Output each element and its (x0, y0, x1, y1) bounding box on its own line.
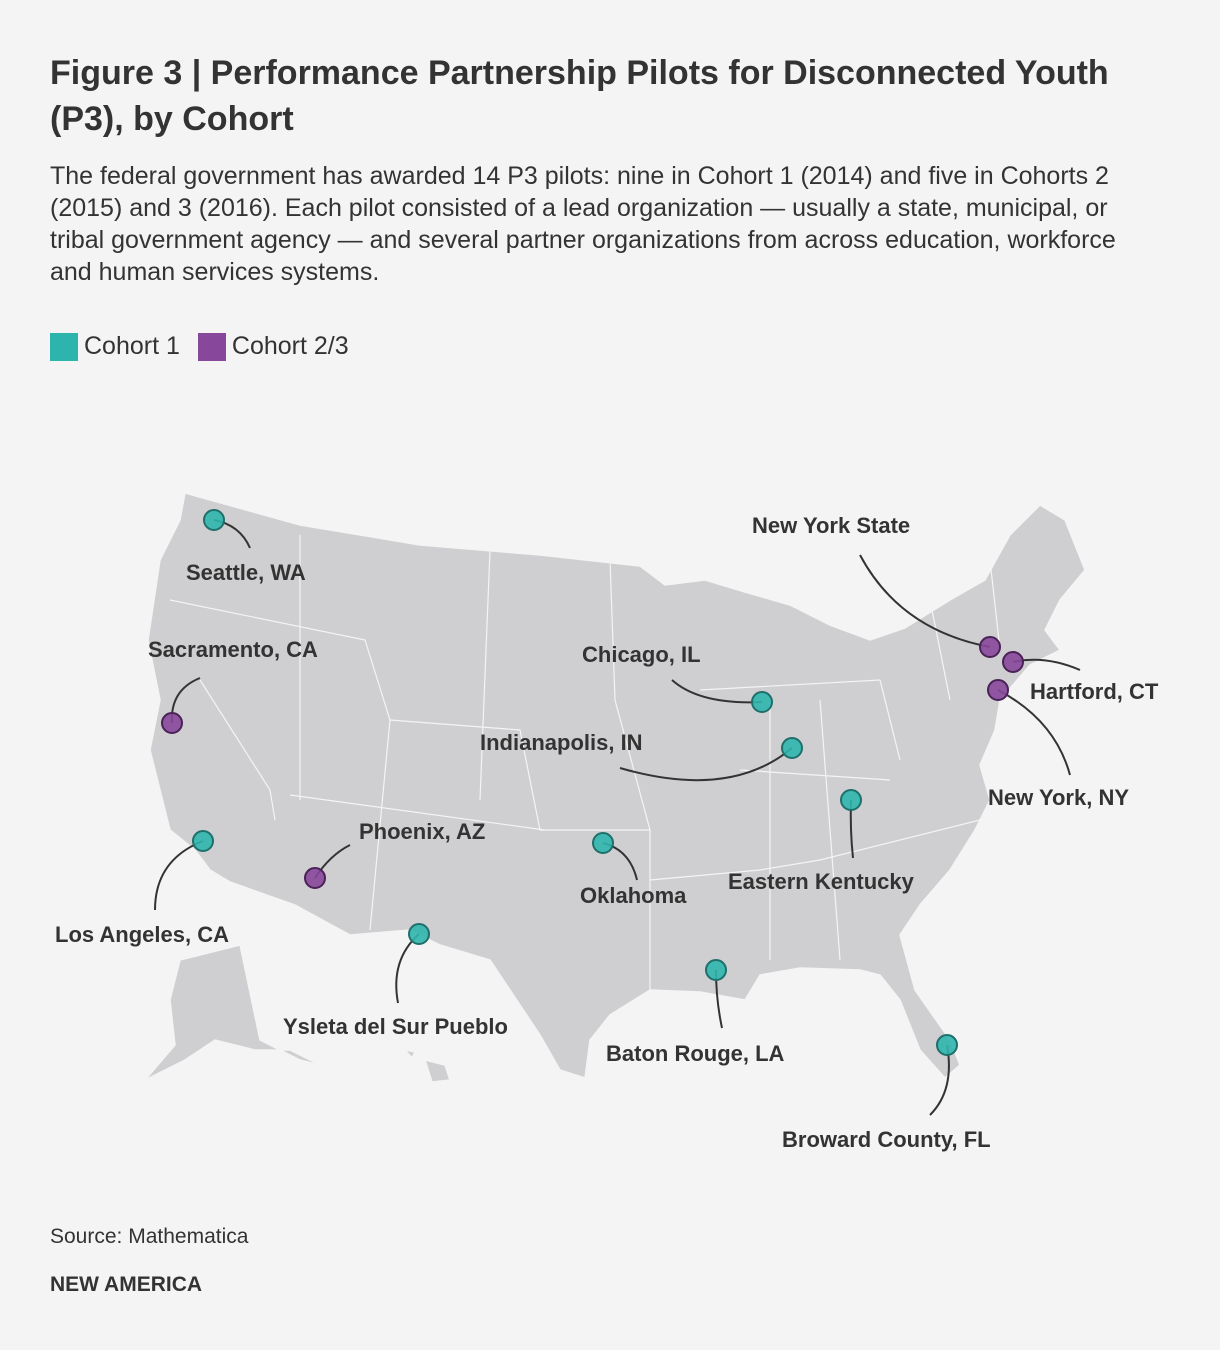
leader-line (859, 554, 991, 648)
location-marker (751, 691, 773, 713)
location-label: New York State (752, 513, 910, 538)
location-marker (936, 1034, 958, 1056)
location-marker (781, 737, 803, 759)
markers: Seattle, WA Los Angeles, CA Ysleta del Sur… (55, 509, 1159, 1152)
state-lines (169, 535, 1001, 990)
brand: NEW AMERICA (50, 1273, 203, 1296)
location-label: New York, NY (988, 785, 1129, 810)
location-label: Phoenix, AZ (359, 819, 485, 844)
location-marker (192, 830, 214, 852)
location-marker (987, 679, 1009, 701)
location-label: Eastern Kentucky (728, 869, 915, 894)
location-label: Sacramento, CA (148, 637, 318, 662)
legend-swatch (197, 332, 226, 361)
location-label: Indianapolis, IN (480, 730, 643, 755)
location-label: Broward County, FL (782, 1127, 991, 1152)
leader-line (671, 679, 763, 704)
alaska (144, 944, 321, 1081)
title: Figure 3 | Performance Partnership Pilot… (50, 54, 1109, 138)
location-marker (979, 636, 1001, 658)
location-marker (592, 832, 614, 854)
legend-label: Cohort 2/3 (231, 332, 349, 360)
location-label: Baton Rouge, LA (606, 1041, 785, 1066)
legend: Cohort 1 Cohort 2/3 (50, 332, 349, 361)
location-marker (840, 789, 862, 811)
subtitle: The federal government has awarded 14 P3… (50, 162, 1116, 286)
legend-item: Cohort 2/3 (197, 332, 349, 361)
location-marker (203, 509, 225, 531)
location-marker (408, 923, 430, 945)
location-marker (304, 867, 326, 889)
leader-line (619, 747, 793, 782)
location-label: Seattle, WA (186, 560, 306, 585)
location-marker (161, 712, 183, 734)
legend-item: Cohort 1 (50, 332, 180, 361)
location-marker (1002, 651, 1024, 673)
location-marker (705, 959, 727, 981)
location-label: Los Angeles, CA (55, 922, 229, 947)
legend-swatch (50, 332, 78, 361)
leader-line (997, 689, 1071, 776)
hawaii (402, 1048, 452, 1083)
source: Source: Mathematica (50, 1225, 249, 1248)
location-label: Chicago, IL (582, 642, 701, 667)
location-label: Hartford, CT (1030, 679, 1159, 704)
location-label: Ysleta del Sur Pueblo (283, 1014, 508, 1039)
location-label: Oklahoma (580, 883, 687, 908)
legend-label: Cohort 1 (84, 332, 180, 360)
